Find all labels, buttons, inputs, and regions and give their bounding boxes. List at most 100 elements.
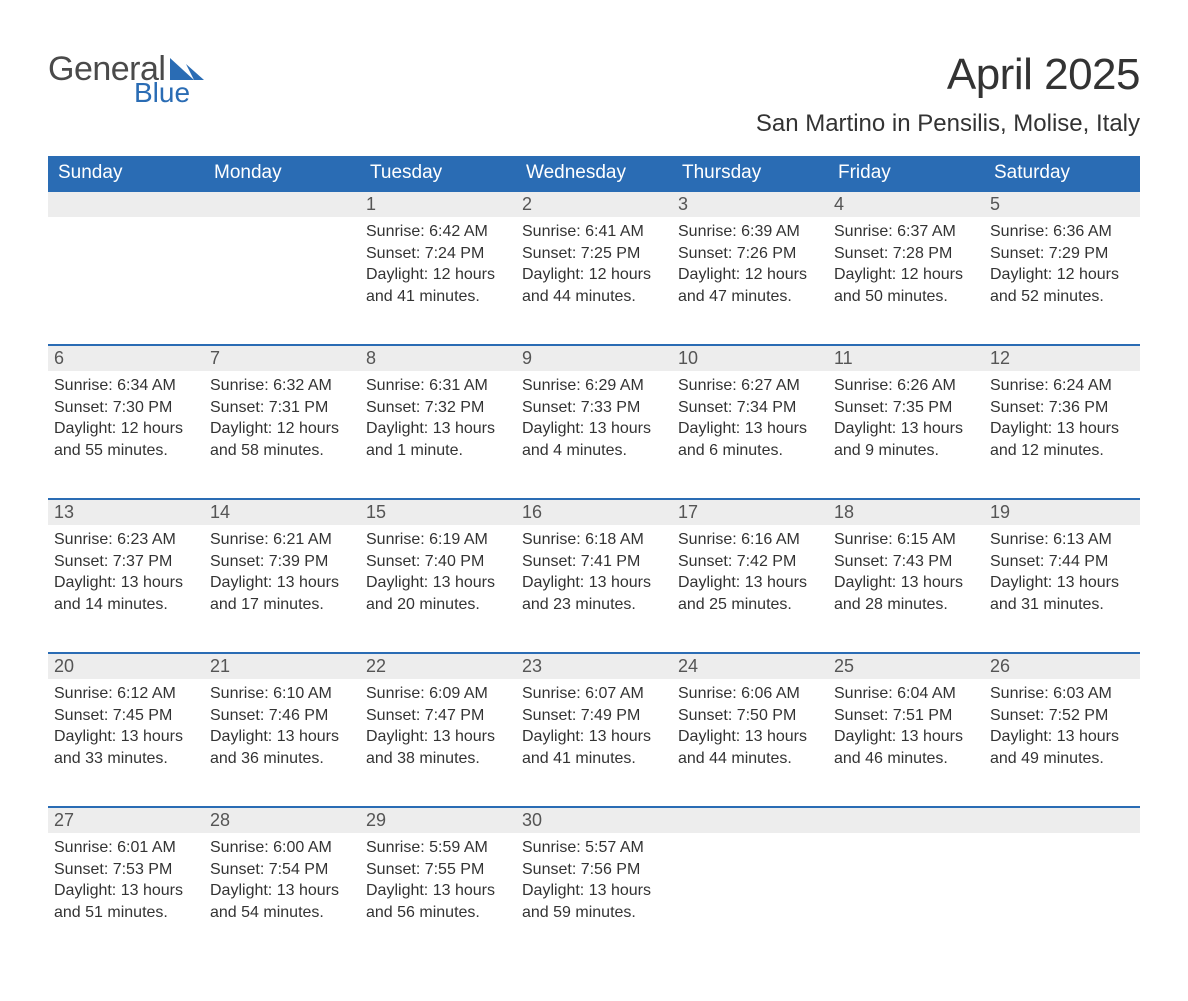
day-number-cell: 20 [48, 653, 204, 679]
day-number-cell: 15 [360, 499, 516, 525]
header: General Blue April 2025 San Martino in P… [48, 50, 1140, 138]
dl2-text: and 4 minutes. [522, 440, 666, 462]
sunset-text: Sunset: 7:51 PM [834, 705, 978, 727]
page-title: April 2025 [756, 50, 1140, 100]
sunset-text: Sunset: 7:35 PM [834, 397, 978, 419]
dl1-text: Daylight: 12 hours [210, 418, 354, 440]
brand-logo: General Blue [48, 50, 204, 109]
sunrise-text: Sunrise: 6:42 AM [366, 221, 510, 243]
dl2-text: and 46 minutes. [834, 748, 978, 770]
sunset-text: Sunset: 7:46 PM [210, 705, 354, 727]
sunrise-text: Sunrise: 6:37 AM [834, 221, 978, 243]
col-tuesday: Tuesday [360, 156, 516, 191]
day-number-cell: 8 [360, 345, 516, 371]
day-body-row: Sunrise: 6:42 AMSunset: 7:24 PMDaylight:… [48, 217, 1140, 345]
day-number-cell [204, 191, 360, 217]
dl1-text: Daylight: 13 hours [678, 418, 822, 440]
day-cell: Sunrise: 6:34 AMSunset: 7:30 PMDaylight:… [48, 371, 204, 499]
dl1-text: Daylight: 13 hours [210, 726, 354, 748]
dl1-text: Daylight: 13 hours [678, 572, 822, 594]
sunset-text: Sunset: 7:43 PM [834, 551, 978, 573]
day-number-cell: 17 [672, 499, 828, 525]
sunrise-text: Sunrise: 5:59 AM [366, 837, 510, 859]
day-number-cell: 23 [516, 653, 672, 679]
dl1-text: Daylight: 12 hours [522, 264, 666, 286]
dl2-text: and 12 minutes. [990, 440, 1134, 462]
sunrise-text: Sunrise: 6:13 AM [990, 529, 1134, 551]
day-cell: Sunrise: 6:31 AMSunset: 7:32 PMDaylight:… [360, 371, 516, 499]
day-number-cell: 21 [204, 653, 360, 679]
dl1-text: Daylight: 12 hours [54, 418, 198, 440]
dl2-text: and 52 minutes. [990, 286, 1134, 308]
day-cell: Sunrise: 6:13 AMSunset: 7:44 PMDaylight:… [984, 525, 1140, 653]
day-number-cell: 19 [984, 499, 1140, 525]
day-cell: Sunrise: 6:36 AMSunset: 7:29 PMDaylight:… [984, 217, 1140, 345]
dl2-text: and 23 minutes. [522, 594, 666, 616]
daynum-row: 6789101112 [48, 345, 1140, 371]
dl1-text: Daylight: 13 hours [990, 572, 1134, 594]
day-cell [672, 833, 828, 961]
day-cell: Sunrise: 6:37 AMSunset: 7:28 PMDaylight:… [828, 217, 984, 345]
sunset-text: Sunset: 7:29 PM [990, 243, 1134, 265]
dl2-text: and 14 minutes. [54, 594, 198, 616]
dl2-text: and 20 minutes. [366, 594, 510, 616]
dl2-text: and 38 minutes. [366, 748, 510, 770]
sunrise-text: Sunrise: 6:36 AM [990, 221, 1134, 243]
sunset-text: Sunset: 7:25 PM [522, 243, 666, 265]
calendar-table: Sunday Monday Tuesday Wednesday Thursday… [48, 156, 1140, 961]
sunset-text: Sunset: 7:50 PM [678, 705, 822, 727]
dl1-text: Daylight: 13 hours [834, 726, 978, 748]
day-cell [984, 833, 1140, 961]
day-cell: Sunrise: 6:01 AMSunset: 7:53 PMDaylight:… [48, 833, 204, 961]
day-number-cell [828, 807, 984, 833]
dl1-text: Daylight: 13 hours [210, 572, 354, 594]
dl2-text: and 49 minutes. [990, 748, 1134, 770]
sunset-text: Sunset: 7:33 PM [522, 397, 666, 419]
col-sunday: Sunday [48, 156, 204, 191]
sunrise-text: Sunrise: 6:34 AM [54, 375, 198, 397]
day-cell: Sunrise: 6:21 AMSunset: 7:39 PMDaylight:… [204, 525, 360, 653]
day-number-cell [48, 191, 204, 217]
sunset-text: Sunset: 7:39 PM [210, 551, 354, 573]
day-cell: Sunrise: 6:24 AMSunset: 7:36 PMDaylight:… [984, 371, 1140, 499]
dl1-text: Daylight: 13 hours [522, 418, 666, 440]
sunrise-text: Sunrise: 6:27 AM [678, 375, 822, 397]
dl2-text: and 55 minutes. [54, 440, 198, 462]
col-saturday: Saturday [984, 156, 1140, 191]
day-number-cell: 24 [672, 653, 828, 679]
dl1-text: Daylight: 12 hours [834, 264, 978, 286]
dl1-text: Daylight: 13 hours [54, 572, 198, 594]
day-number-cell: 25 [828, 653, 984, 679]
day-number-cell [984, 807, 1140, 833]
day-cell: Sunrise: 6:07 AMSunset: 7:49 PMDaylight:… [516, 679, 672, 807]
sunset-text: Sunset: 7:30 PM [54, 397, 198, 419]
dl2-text: and 58 minutes. [210, 440, 354, 462]
day-cell: Sunrise: 6:19 AMSunset: 7:40 PMDaylight:… [360, 525, 516, 653]
day-body-row: Sunrise: 6:01 AMSunset: 7:53 PMDaylight:… [48, 833, 1140, 961]
sunrise-text: Sunrise: 6:18 AM [522, 529, 666, 551]
sunset-text: Sunset: 7:37 PM [54, 551, 198, 573]
dl1-text: Daylight: 13 hours [990, 726, 1134, 748]
day-number-cell: 1 [360, 191, 516, 217]
dl1-text: Daylight: 13 hours [366, 418, 510, 440]
dl1-text: Daylight: 13 hours [990, 418, 1134, 440]
sunrise-text: Sunrise: 6:19 AM [366, 529, 510, 551]
dl2-text: and 1 minute. [366, 440, 510, 462]
sunset-text: Sunset: 7:47 PM [366, 705, 510, 727]
sunrise-text: Sunrise: 6:24 AM [990, 375, 1134, 397]
sunset-text: Sunset: 7:49 PM [522, 705, 666, 727]
sunrise-text: Sunrise: 6:32 AM [210, 375, 354, 397]
dl2-text: and 28 minutes. [834, 594, 978, 616]
day-number-cell: 28 [204, 807, 360, 833]
day-body-row: Sunrise: 6:12 AMSunset: 7:45 PMDaylight:… [48, 679, 1140, 807]
day-cell: Sunrise: 5:59 AMSunset: 7:55 PMDaylight:… [360, 833, 516, 961]
dl2-text: and 41 minutes. [366, 286, 510, 308]
dl2-text: and 25 minutes. [678, 594, 822, 616]
day-number-cell: 27 [48, 807, 204, 833]
sunset-text: Sunset: 7:31 PM [210, 397, 354, 419]
day-cell: Sunrise: 6:10 AMSunset: 7:46 PMDaylight:… [204, 679, 360, 807]
dl2-text: and 44 minutes. [678, 748, 822, 770]
dl1-text: Daylight: 12 hours [678, 264, 822, 286]
weekday-header-row: Sunday Monday Tuesday Wednesday Thursday… [48, 156, 1140, 191]
day-cell: Sunrise: 6:26 AMSunset: 7:35 PMDaylight:… [828, 371, 984, 499]
